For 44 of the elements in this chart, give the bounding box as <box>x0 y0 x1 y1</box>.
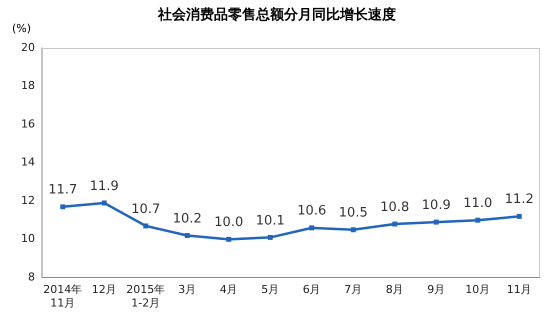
x-tick-label: 4月 <box>220 283 238 296</box>
data-label: 10.6 <box>297 204 326 219</box>
y-tick-label: 20 <box>20 40 35 54</box>
data-label: 10.5 <box>338 206 368 221</box>
point <box>268 234 273 240</box>
point <box>516 214 522 219</box>
y-axis-title: (%) <box>12 22 32 35</box>
y-tick-label: 18 <box>20 79 35 92</box>
point <box>143 223 148 228</box>
y-tick-label: 12 <box>20 194 35 207</box>
x-tick-label: 5月 <box>261 283 280 296</box>
data-label: 11.2 <box>504 192 534 208</box>
x-tick-label: 3月 <box>178 283 196 296</box>
y-tick-label: 16 <box>20 117 35 130</box>
point <box>102 200 107 206</box>
point <box>226 236 232 242</box>
x-tick-label: 10月 <box>465 283 490 296</box>
x-tick-label: 7月 <box>344 283 362 296</box>
y-tick-label: 10 <box>20 232 35 246</box>
point <box>475 218 480 223</box>
data-label: 10.2 <box>172 211 202 226</box>
y-tick-label: 8 <box>28 270 35 284</box>
y-tick-label: 14 <box>20 156 35 169</box>
data-label: 11.9 <box>90 178 119 194</box>
point <box>309 225 314 230</box>
chart-title: 社会消费品零售总额分月同比增长速度 <box>158 7 396 23</box>
x-tick-label: 6月 <box>302 283 321 296</box>
x-tick-label: 2015年 1-2月 <box>126 283 166 310</box>
data-label: 10.7 <box>131 202 160 217</box>
data-label: 10.9 <box>422 198 451 213</box>
x-tick-label: 8月 <box>386 283 404 296</box>
x-tick-label: 9月 <box>427 283 446 296</box>
point <box>434 220 439 225</box>
point <box>184 233 190 238</box>
point <box>60 204 66 210</box>
x-tick-label: 12月 <box>92 283 117 296</box>
x-tick-label: 2014年 11月 <box>43 283 82 310</box>
data-label: 11.7 <box>48 182 78 198</box>
x-tick-label: 11月 <box>506 283 532 296</box>
data-label: 10.1 <box>256 213 285 228</box>
data-label: 11.0 <box>463 196 492 212</box>
data-label: 10.0 <box>214 215 244 230</box>
data-label: 10.8 <box>380 200 410 215</box>
point <box>392 222 398 226</box>
